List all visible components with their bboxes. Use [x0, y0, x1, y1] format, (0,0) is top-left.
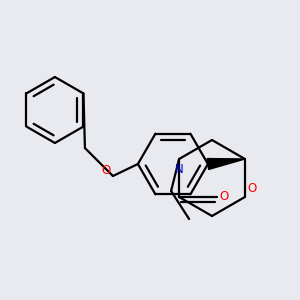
Text: O: O: [219, 190, 228, 203]
Text: N: N: [175, 163, 184, 176]
Text: O: O: [247, 182, 256, 195]
Text: O: O: [102, 164, 111, 177]
Polygon shape: [207, 158, 245, 169]
